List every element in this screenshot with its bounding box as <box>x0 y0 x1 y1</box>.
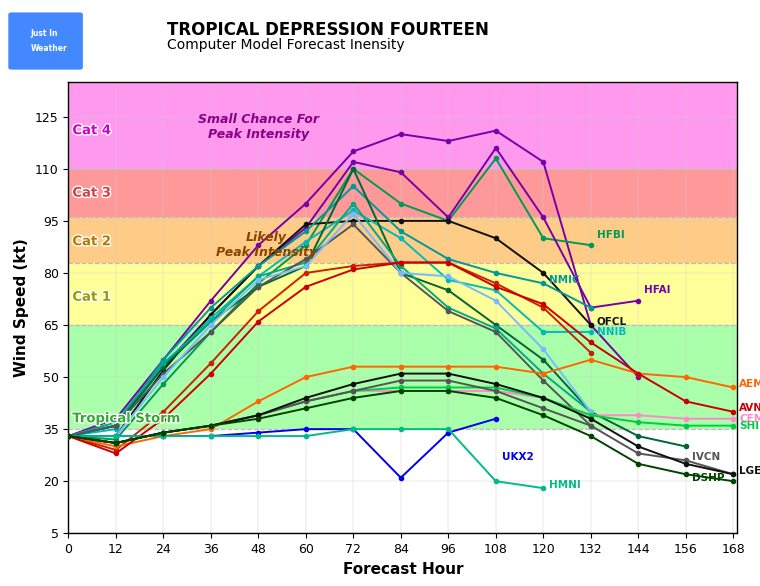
Text: Weather: Weather <box>30 43 67 53</box>
Text: UKX2: UKX2 <box>502 452 534 462</box>
Text: Just In: Just In <box>30 29 58 39</box>
Bar <box>68 429 737 533</box>
Text: AEMI: AEMI <box>739 379 760 389</box>
Text: Cat 2: Cat 2 <box>72 235 111 248</box>
Text: HFAI: HFAI <box>644 285 671 295</box>
Text: Likely
Peak Intensity: Likely Peak Intensity <box>216 231 317 259</box>
Text: AVNI: AVNI <box>739 403 760 413</box>
Text: HFBI: HFBI <box>597 230 625 240</box>
Text: DSHP: DSHP <box>692 473 724 483</box>
Bar <box>68 169 737 217</box>
Text: Small Chance For
Peak Intensity: Small Chance For Peak Intensity <box>198 113 319 141</box>
Bar <box>68 263 737 325</box>
Text: SHIP: SHIP <box>739 421 760 431</box>
Text: TROPICAL DEPRESSION FOURTEEN: TROPICAL DEPRESSION FOURTEEN <box>167 21 489 39</box>
Bar <box>68 325 737 429</box>
Text: NMIC: NMIC <box>549 275 580 285</box>
FancyBboxPatch shape <box>8 12 84 70</box>
Text: CEM2: CEM2 <box>739 414 760 424</box>
Text: LGEM: LGEM <box>739 466 760 476</box>
Bar <box>68 82 737 169</box>
X-axis label: Forecast Hour: Forecast Hour <box>343 561 463 577</box>
Text: Cat 1: Cat 1 <box>72 291 111 304</box>
Text: Cat 3: Cat 3 <box>72 186 111 200</box>
Bar <box>68 217 737 263</box>
Text: Tropical Storm: Tropical Storm <box>72 412 182 425</box>
Y-axis label: Wind Speed (kt): Wind Speed (kt) <box>14 239 30 377</box>
Text: IVCN: IVCN <box>692 452 720 462</box>
Text: HMNI: HMNI <box>549 480 581 490</box>
Text: OFCL: OFCL <box>597 316 627 326</box>
Text: Cat 4: Cat 4 <box>72 124 111 137</box>
Text: Computer Model Forecast Inensity: Computer Model Forecast Inensity <box>167 38 405 52</box>
Text: NNIB: NNIB <box>597 327 626 337</box>
